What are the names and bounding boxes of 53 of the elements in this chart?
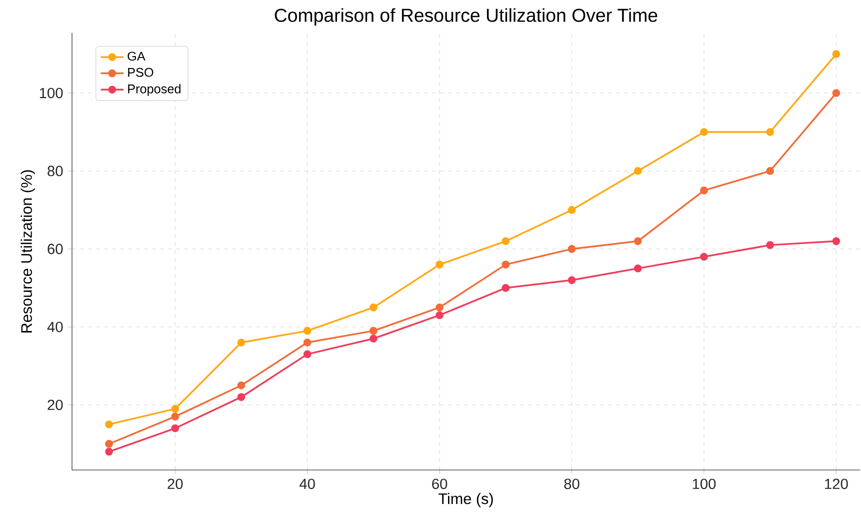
point — [700, 128, 708, 136]
point — [303, 350, 312, 358]
point — [105, 440, 113, 448]
point — [766, 241, 774, 249]
x-tick-label: 100 — [692, 478, 716, 490]
legend-label: PSO — [128, 68, 154, 77]
x-tick-label: 120 — [825, 478, 848, 490]
point — [832, 89, 840, 97]
point — [237, 381, 246, 390]
x-tick-label: 60 — [432, 478, 448, 490]
y-tick-label: 80 — [48, 166, 63, 176]
point — [370, 326, 378, 335]
point — [502, 284, 510, 292]
point — [766, 167, 774, 175]
point — [303, 326, 312, 335]
point — [634, 264, 642, 272]
y-tick-label: 100 — [40, 88, 63, 98]
point — [568, 276, 576, 284]
x-tick-label: 20 — [168, 478, 183, 490]
y-tick-label: 20 — [48, 400, 63, 410]
y-tick-label: 60 — [48, 244, 63, 254]
point — [502, 260, 510, 268]
x-tick-label: 80 — [564, 478, 580, 490]
point — [700, 252, 708, 261]
point — [568, 245, 576, 253]
y-axis-title: Resource Utilization (%) — [20, 170, 36, 332]
point — [832, 237, 840, 246]
point — [237, 338, 246, 346]
point — [105, 448, 113, 456]
point — [700, 186, 708, 194]
point — [303, 338, 312, 346]
point — [370, 334, 378, 343]
point — [502, 237, 510, 246]
point — [171, 404, 180, 413]
point — [171, 412, 180, 421]
point — [370, 303, 378, 312]
point — [436, 303, 444, 312]
legend-label: GA — [128, 52, 146, 61]
point — [171, 424, 180, 432]
point — [568, 206, 576, 214]
point — [832, 50, 840, 58]
legend-label: Proposed — [128, 84, 180, 96]
point — [634, 167, 642, 175]
point — [105, 420, 113, 428]
point — [436, 260, 444, 268]
x-tick-label: 40 — [300, 478, 315, 490]
y-tick-label: 40 — [47, 322, 63, 332]
point — [436, 311, 444, 320]
point — [766, 128, 774, 136]
chart-title: Comparison of Resource Utilization Over Time — [274, 8, 658, 26]
point — [237, 393, 246, 402]
x-axis-title: Time (s) — [438, 492, 493, 508]
point — [634, 237, 642, 246]
